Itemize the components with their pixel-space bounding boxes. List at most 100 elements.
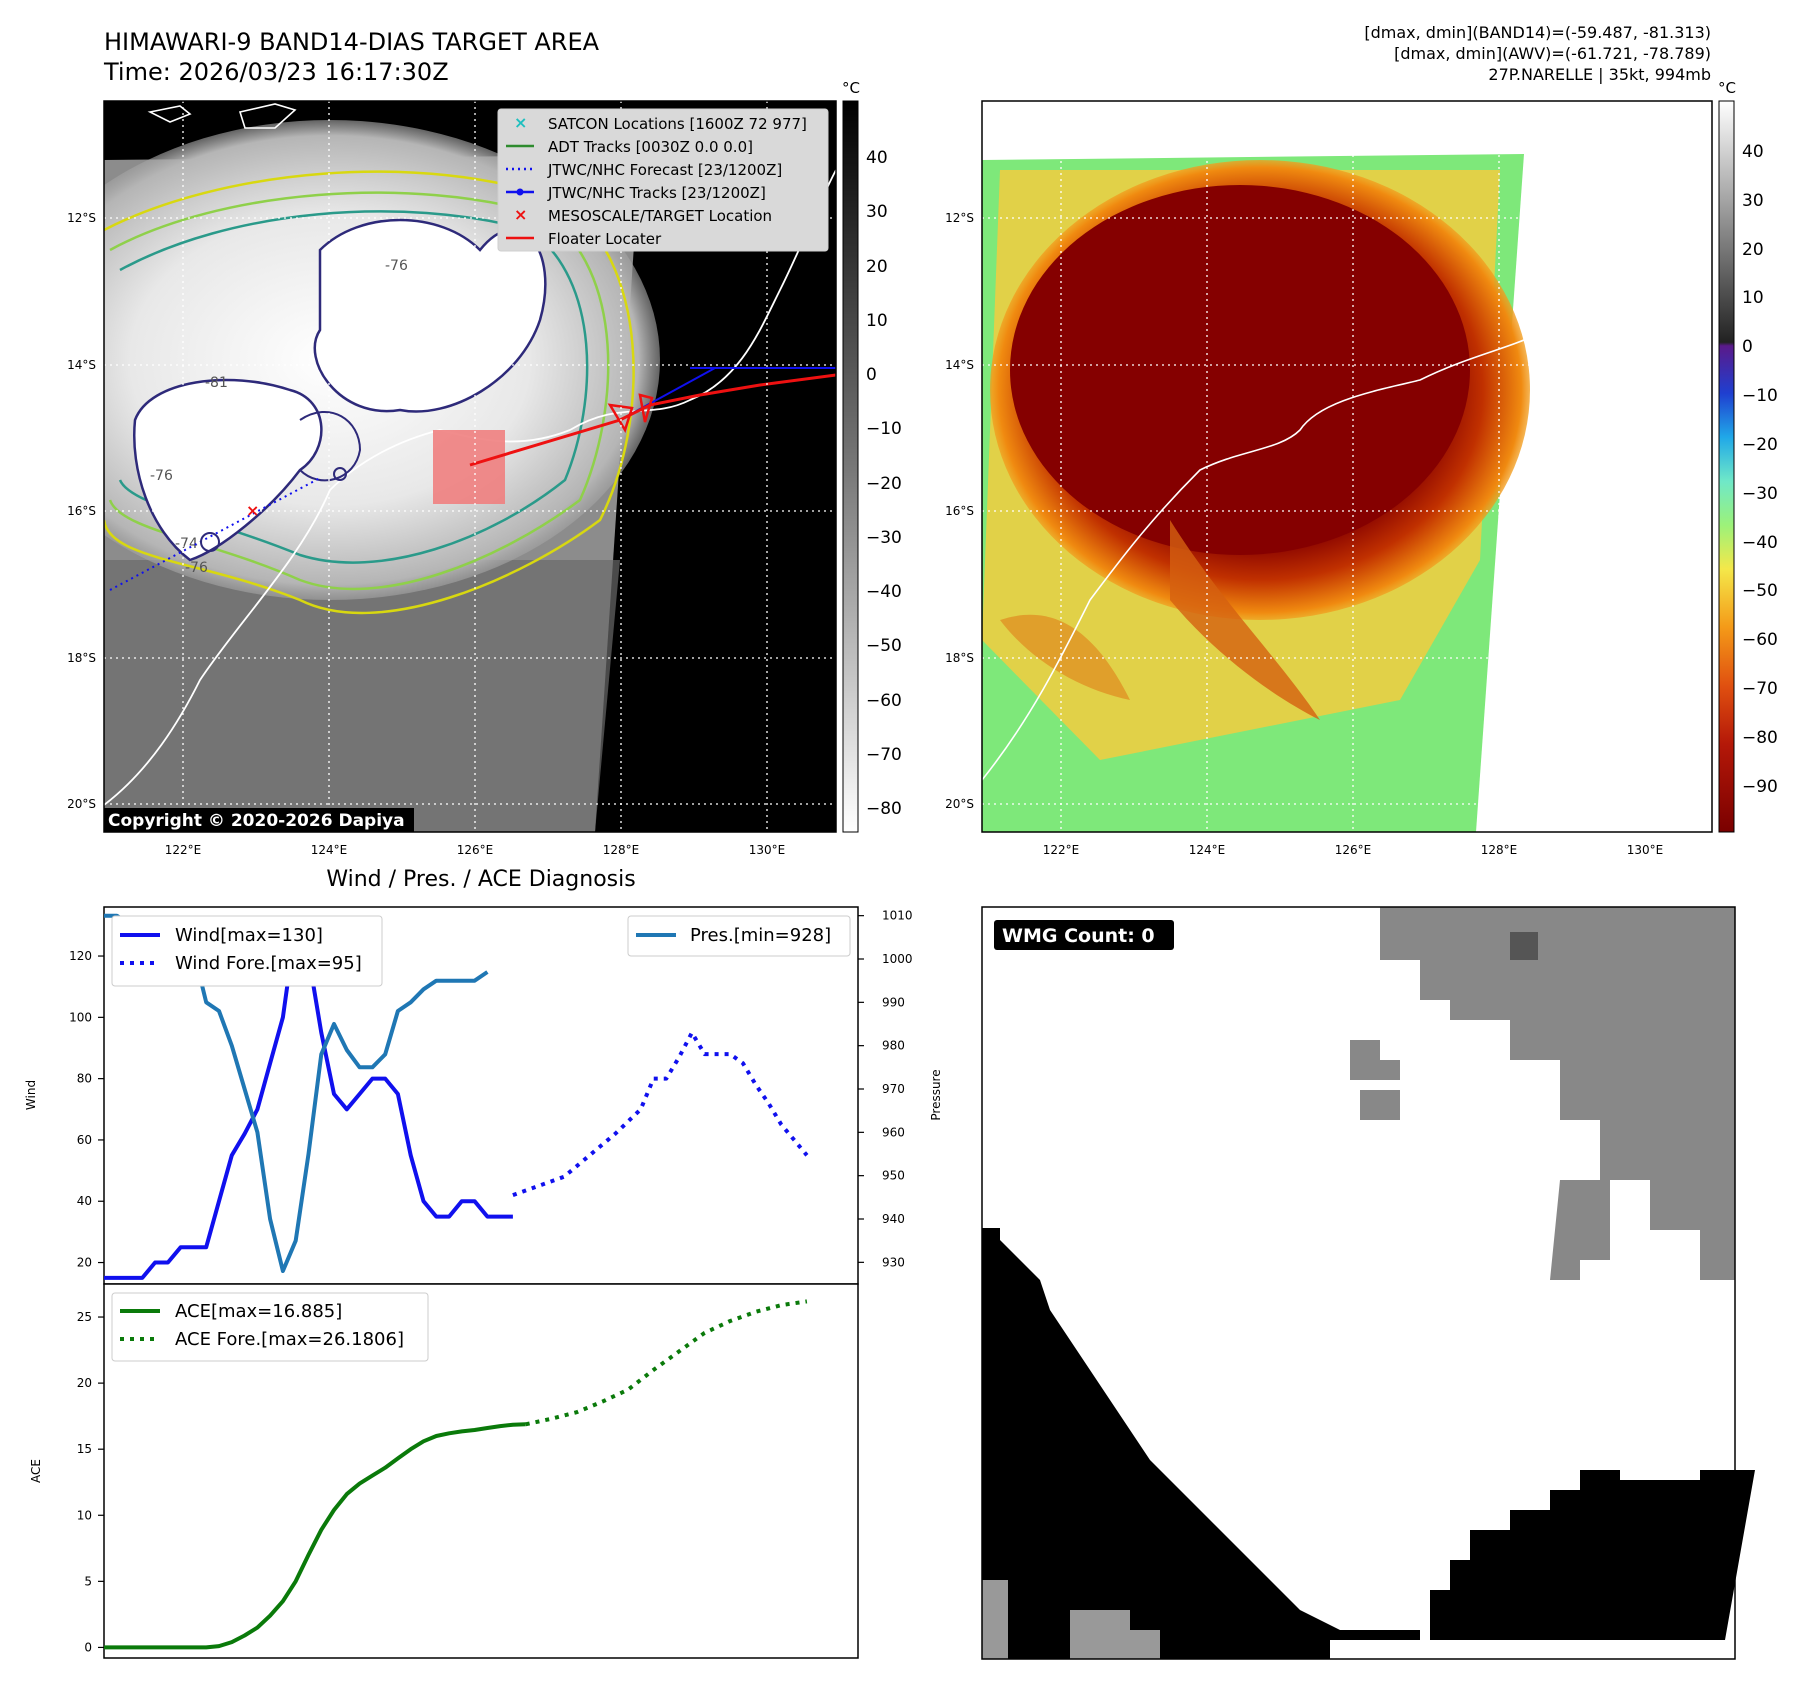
colorbar-tick: 40 [866, 148, 888, 168]
colorbar-tick: −60 [866, 691, 902, 711]
ir-colorbar: °C 40 30 20 10 0 −10 −20 −30 −40 −50 −60… [842, 79, 902, 833]
legend-ace: ACE[max=16.885] [175, 1301, 342, 1322]
y-tick-label: 25 [77, 1310, 92, 1324]
awv-lat-labels: 12°S 14°S 16°S 18°S 20°S [945, 211, 974, 811]
y-tick-label: 40 [77, 1194, 92, 1208]
legend-floater: Floater Locater [548, 230, 662, 248]
figure-title: HIMAWARI-9 BAND14-DIAS TARGET AREA [104, 28, 600, 56]
ir-legend: × × SATCON Locations [1600Z 72 977] ADT … [497, 108, 829, 252]
awv-colorbar-ticks: 40 30 20 10 0 −10 −20 −30 −40 −50 −60 −7… [1742, 142, 1778, 797]
y-tick-label-right: 960 [882, 1125, 905, 1139]
colorbar-tick: 40 [1742, 142, 1764, 162]
y-axis-label: ACE [29, 1459, 43, 1483]
colorbar-tick: −50 [866, 636, 902, 656]
lon-label: 124°E [311, 843, 348, 857]
awv-colorbar: °C 40 30 20 10 0 −10 −20 −30 −40 −50 −60… [1718, 79, 1778, 833]
legend-tracks: JTWC/NHC Tracks [23/1200Z] [547, 184, 766, 202]
y-tick-label: 80 [77, 1072, 92, 1086]
ir-lat-labels: 12°S 14°S 16°S 18°S 20°S [67, 211, 96, 811]
y-tick-label: 100 [69, 1010, 92, 1024]
y-axis-label-right: Pressure [929, 1069, 943, 1120]
lon-label: 130°E [749, 843, 786, 857]
y-tick-label-right: 950 [882, 1169, 905, 1183]
figure-time: Time: 2026/03/23 16:17:30Z [103, 58, 449, 86]
lon-label: 122°E [1043, 843, 1080, 857]
lon-label: 128°E [603, 843, 640, 857]
colorbar-tick: 0 [866, 365, 877, 385]
colorbar-tick: 30 [1742, 191, 1764, 211]
contour-label: -81 [205, 375, 228, 391]
y-tick-label-right: 970 [882, 1082, 905, 1096]
contour-label: -76 [150, 468, 173, 484]
y-tick-label-right: 990 [882, 995, 905, 1009]
colorbar-tick: −10 [866, 419, 902, 439]
y-tick-label: 20 [77, 1256, 92, 1270]
y-axis-label: Wind [24, 1080, 38, 1110]
colorbar-tick: 30 [866, 202, 888, 222]
colorbar-tick: −80 [866, 799, 902, 819]
info-band14: [dmax, dmin](BAND14)=(-59.487, -81.313) [1364, 23, 1711, 42]
series-line-0 [104, 923, 513, 1280]
lon-label: 128°E [1481, 843, 1518, 857]
info-awv: [dmax, dmin](AWV)=(-61.721, -78.789) [1394, 44, 1711, 63]
series-line-0 [104, 1422, 526, 1650]
svg-text:×: × [514, 205, 527, 224]
y-tick-label: 20 [77, 1376, 92, 1390]
legend-target: MESOSCALE/TARGET Location [548, 207, 772, 225]
lat-label: 12°S [945, 211, 974, 225]
wind-pressure-chart: Wind Pressure 20 40 60 80 100 120 930 940 950 96… [24, 906, 943, 1285]
wmg-count: WMG Count: 0 [1002, 925, 1155, 947]
ace-legend: ACE[max=16.885] ACE Fore.[max=26.1806] [111, 1292, 429, 1362]
svg-text:×: × [514, 113, 527, 132]
ir-lon-labels: 122°E 124°E 126°E 128°E 130°E [165, 843, 786, 857]
lat-label: 12°S [67, 211, 96, 225]
info-storm: 27P.NARELLE | 35kt, 994mb [1488, 65, 1711, 84]
diagnosis-title: Wind / Pres. / ACE Diagnosis [326, 867, 635, 892]
colorbar-unit: °C [842, 79, 860, 97]
lon-label: 122°E [165, 843, 202, 857]
colorbar-tick: 20 [1742, 240, 1764, 260]
lat-label: 16°S [67, 504, 96, 518]
lon-label: 124°E [1189, 843, 1226, 857]
lon-label: 130°E [1627, 843, 1664, 857]
legend-wind-fore: Wind Fore.[max=95] [175, 953, 362, 974]
contour-label: -74 [175, 536, 198, 552]
series-line-1 [525, 1299, 808, 1427]
lat-label: 20°S [945, 797, 974, 811]
y-tick-label: 0 [84, 1640, 92, 1654]
awv-map [982, 101, 1712, 832]
lat-label: 18°S [67, 651, 96, 665]
svg-text:×: × [246, 501, 259, 520]
pressure-legend: Pres.[min=928] [627, 915, 851, 957]
y-tick-label: 60 [77, 1133, 92, 1147]
lat-label: 14°S [67, 358, 96, 372]
y-tick-label-right: 930 [882, 1255, 905, 1269]
colorbar-tick: 0 [1742, 337, 1753, 357]
y-tick-label-right: 1000 [882, 952, 913, 966]
legend-ace-fore: ACE Fore.[max=26.1806] [175, 1329, 404, 1350]
lat-label: 14°S [945, 358, 974, 372]
colorbar-tick: −60 [1742, 630, 1778, 650]
y-tick-label-right: 940 [882, 1212, 905, 1226]
colorbar-tick: −30 [1742, 484, 1778, 504]
colorbar-tick: 10 [866, 311, 888, 331]
colorbar-tick: −20 [1742, 435, 1778, 455]
lat-label: 18°S [945, 651, 974, 665]
y-tick-label-right: 980 [882, 1039, 905, 1053]
colorbar-tick: −70 [1742, 679, 1778, 699]
colorbar-tick: −10 [1742, 386, 1778, 406]
legend-wind: Wind[max=130] [175, 925, 323, 946]
lon-label: 126°E [457, 843, 494, 857]
y-tick-label-right: 1010 [882, 909, 913, 923]
colorbar-tick: −40 [866, 582, 902, 602]
lat-label: 16°S [945, 504, 974, 518]
colorbar-unit: °C [1718, 79, 1736, 97]
colorbar-tick: −80 [1742, 728, 1778, 748]
wind-legend: Wind[max=130] Wind Fore.[max=95] [111, 915, 383, 987]
contour-label: -76 [185, 560, 208, 576]
lat-label: 20°S [67, 797, 96, 811]
colorbar-tick: −90 [1742, 777, 1778, 797]
legend-forecast: JTWC/NHC Forecast [23/1200Z] [547, 161, 782, 179]
contour-label: -76 [385, 258, 408, 274]
colorbar-tick: −70 [866, 745, 902, 765]
